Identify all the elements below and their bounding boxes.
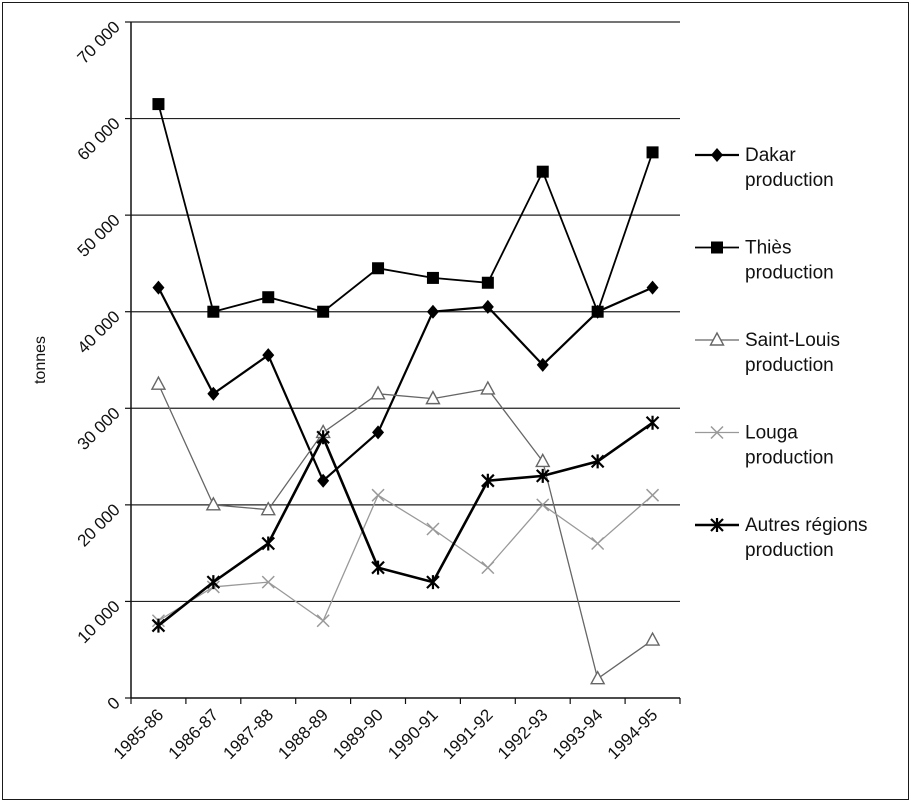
- data-point-diamond: [152, 281, 164, 295]
- data-point-square: [482, 277, 494, 289]
- data-point-triangle: [711, 333, 724, 345]
- y-ticks: 0 10 000 20 000 30 000 40 000 50 000 60 000 70 …: [74, 17, 131, 713]
- data-point-square: [711, 242, 723, 254]
- y-axis-label: tonnes: [32, 336, 49, 384]
- data-point-triangle: [207, 498, 220, 510]
- data-point-square: [207, 306, 219, 318]
- axes: [131, 22, 680, 698]
- series-line: [158, 288, 652, 481]
- data-point-x: [592, 537, 604, 549]
- series-line: [158, 104, 652, 312]
- legend-entry: Dakar production: [695, 145, 834, 191]
- data-point-diamond: [262, 348, 274, 362]
- x-ticks: 1985-861986-871987-881988-891989-901990-…: [110, 698, 680, 763]
- x-tick-label: 1985-86: [110, 705, 168, 763]
- data-point-x: [482, 562, 494, 574]
- x-tick-label: 1990-91: [384, 705, 442, 763]
- y-tick-label: 0: [104, 693, 124, 713]
- data-point-triangle: [152, 377, 165, 389]
- data-point-diamond: [647, 281, 659, 295]
- data-point-x: [317, 615, 329, 627]
- data-point-square: [372, 262, 384, 274]
- x-tick-label: 1988-89: [274, 705, 332, 763]
- legend-label: Dakar: [745, 145, 796, 166]
- x-tick-label: 1992-93: [494, 705, 552, 763]
- data-point-asterisk: [647, 416, 659, 430]
- series-triangle: [152, 377, 659, 684]
- data-point-diamond: [711, 148, 723, 162]
- x-tick-label: 1991-92: [439, 705, 497, 763]
- series-line: [158, 423, 652, 626]
- x-tick-label: 1993-94: [549, 705, 607, 763]
- legend-label: production: [745, 355, 834, 376]
- legend-label: Thiès: [745, 238, 791, 259]
- data-point-square: [592, 306, 604, 318]
- legend-label: Saint-Louis: [745, 330, 840, 351]
- y-tick-label: 50 000: [74, 211, 124, 261]
- y-tick-label: 20 000: [74, 500, 124, 550]
- data-point-x: [427, 523, 439, 535]
- legend-label: production: [745, 540, 834, 561]
- data-point-triangle: [481, 382, 494, 394]
- series-line: [158, 384, 652, 679]
- x-tick-label: 1994-95: [604, 705, 662, 763]
- data-point-x: [372, 489, 384, 501]
- legend-label: Autres régions: [745, 515, 868, 536]
- series-asterisk: [152, 416, 658, 633]
- legend-label: production: [745, 263, 834, 284]
- legend-entry: Louga production: [695, 423, 834, 469]
- data-point-square: [647, 146, 659, 158]
- x-tick-label: 1989-90: [329, 705, 387, 763]
- legend-label: Louga: [745, 423, 798, 444]
- legend-entry: Autres régions production: [695, 515, 868, 561]
- y-tick-label: 70 000: [74, 17, 124, 67]
- legend-entry: Thiès production: [695, 238, 834, 284]
- data-point-square: [152, 98, 164, 110]
- legend-label: production: [745, 170, 834, 191]
- data-point-triangle: [646, 633, 659, 645]
- data-point-x: [647, 489, 659, 501]
- data-point-triangle: [591, 672, 604, 684]
- data-point-square: [317, 306, 329, 318]
- data-point-square: [427, 272, 439, 284]
- y-tick-label: 60 000: [74, 114, 124, 164]
- legend-label: production: [745, 448, 834, 469]
- x-tick-label: 1987-88: [220, 705, 278, 763]
- series-lines: [152, 98, 659, 684]
- x-tick-label: 1986-87: [165, 705, 223, 763]
- data-point-asterisk: [262, 536, 274, 550]
- y-tick-label: 10 000: [74, 597, 124, 647]
- data-point-square: [262, 291, 274, 303]
- series-square: [152, 98, 658, 318]
- series-x: [152, 489, 658, 627]
- data-point-diamond: [427, 305, 439, 319]
- data-point-triangle: [372, 387, 385, 399]
- data-point-diamond: [207, 387, 219, 401]
- data-point-square: [537, 166, 549, 178]
- legend: DakarproductionThièsproductionSaint-Loui…: [695, 145, 868, 561]
- legend-entry: Saint-Louis production: [695, 330, 840, 376]
- y-tick-label: 40 000: [74, 307, 124, 357]
- y-tick-label: 30 000: [74, 404, 124, 454]
